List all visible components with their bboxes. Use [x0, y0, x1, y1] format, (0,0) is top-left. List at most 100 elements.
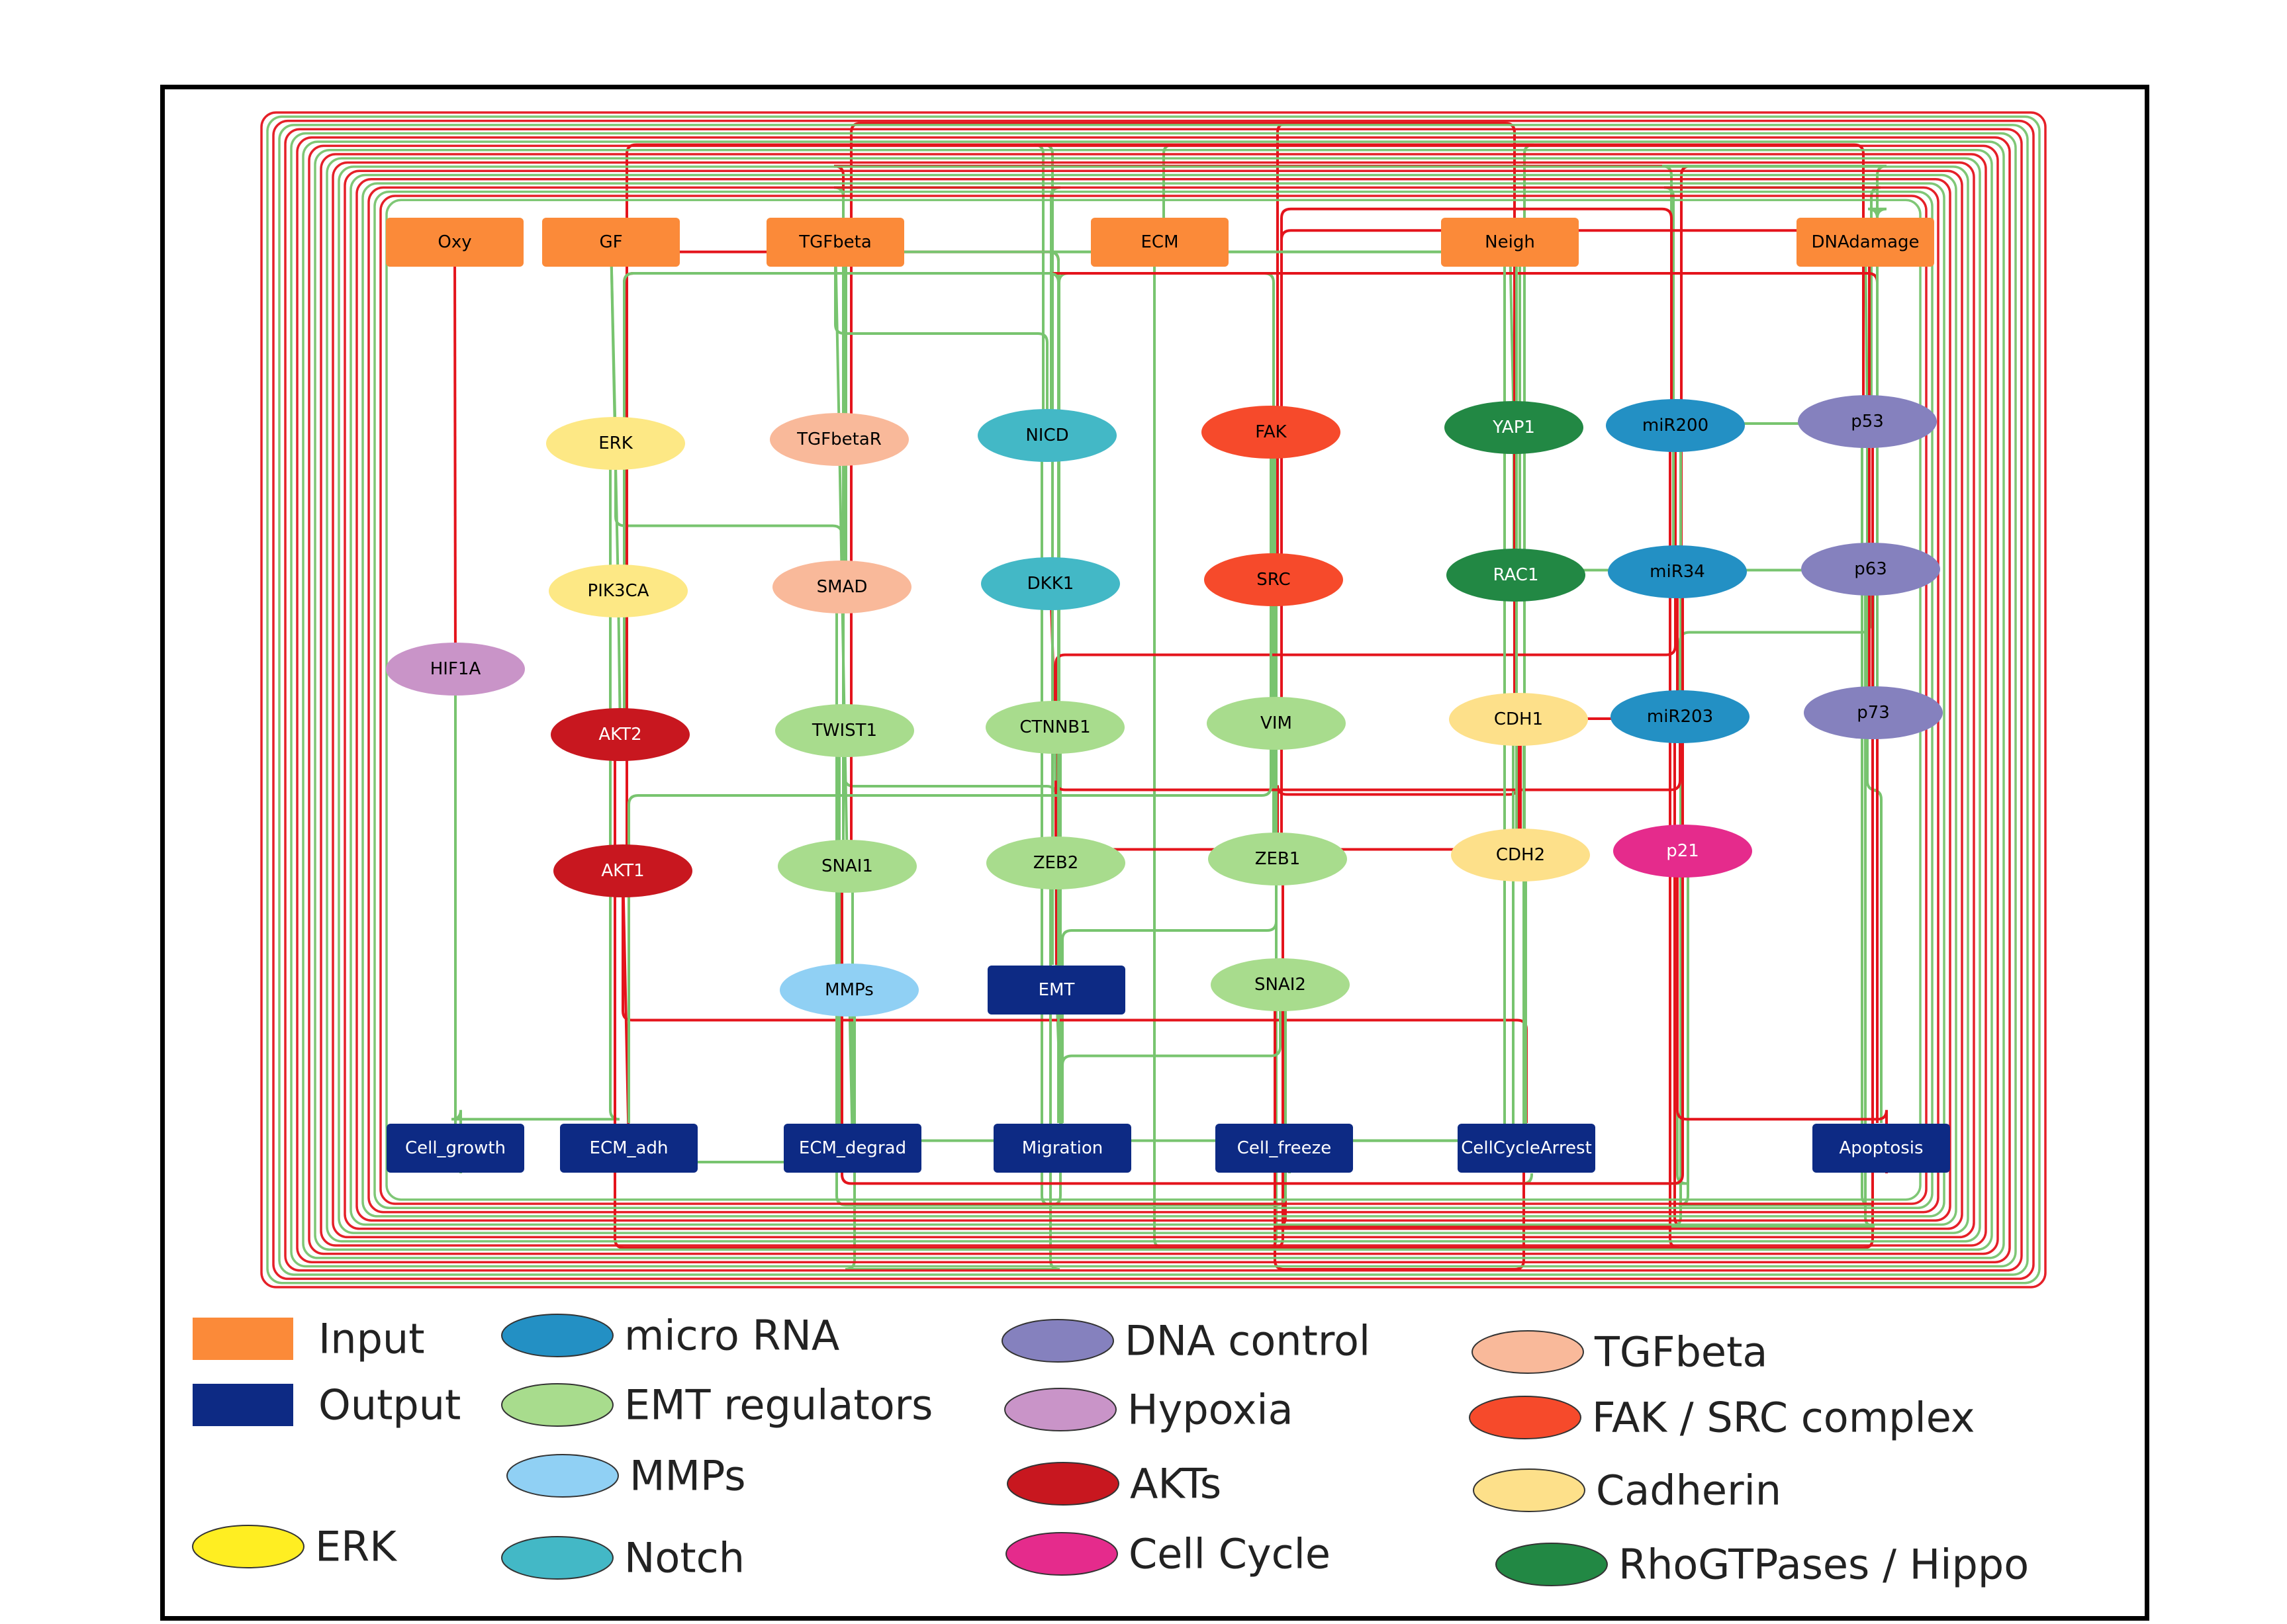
- legend-label: MMPs: [630, 1452, 746, 1500]
- edge-activation: [838, 750, 1527, 1142]
- node-shape: [784, 1124, 921, 1173]
- node-oxy: Oxy: [386, 218, 524, 267]
- edge-activation: [1280, 739, 1523, 1173]
- node-shape: [560, 1124, 698, 1173]
- legend-swatch: [1495, 1543, 1608, 1586]
- edge-bundle: [302, 140, 2005, 1259]
- node-label: SNAI1: [821, 856, 873, 876]
- node-ecm: ECM: [1091, 218, 1229, 267]
- edge-inhibition: [1274, 744, 1525, 1271]
- legend-item: TGFbeta: [1471, 1328, 1767, 1376]
- node-label: ECM_degrad: [799, 1138, 906, 1158]
- legend-item: Cell Cycle: [1005, 1530, 1330, 1578]
- node-shape: [1446, 549, 1585, 602]
- node-shape: [986, 701, 1125, 754]
- legend-item: AKTs: [1007, 1460, 1221, 1508]
- node-tgfbetar: TGFbetaR: [770, 413, 909, 466]
- node-smad: SMAD: [772, 561, 911, 613]
- node-label: HIF1A: [430, 659, 481, 679]
- node-label: miR200: [1642, 416, 1708, 435]
- edges-layer: [260, 111, 2047, 1288]
- node-label: FAK: [1255, 422, 1287, 442]
- legend-item: RhoGTPases / Hippo: [1495, 1541, 2029, 1589]
- legend-label: RhoGTPases / Hippo: [1618, 1541, 2029, 1589]
- node-apoptosis: Apoptosis: [1812, 1124, 1950, 1173]
- node-yap1: YAP1: [1444, 401, 1583, 454]
- edge-bundle: [260, 111, 2047, 1288]
- node-ecm_degrad: ECM_degrad: [784, 1124, 921, 1173]
- edge-activation: [1679, 589, 1872, 692]
- node-label: PIK3CA: [588, 581, 649, 601]
- node-mir203: miR203: [1610, 690, 1750, 743]
- node-shape: [1797, 218, 1934, 267]
- edge-bundle: [326, 157, 1981, 1243]
- edge-bundle: [296, 136, 2011, 1263]
- edge-activation: [1866, 441, 1883, 1123]
- node-pik3ca: PIK3CA: [549, 564, 688, 617]
- node-rac1: RAC1: [1446, 549, 1585, 602]
- node-mir34: miR34: [1608, 545, 1747, 598]
- legend-label: Input: [318, 1315, 425, 1363]
- node-label: p21: [1666, 841, 1699, 861]
- node-label: NICD: [1025, 426, 1068, 445]
- node-label: RAC1: [1493, 565, 1538, 585]
- node-label: CTNNB1: [1019, 717, 1090, 737]
- edge-inhibition: [1280, 229, 1871, 839]
- node-gf: GF: [542, 218, 680, 267]
- legend-swatch: [193, 1384, 293, 1426]
- legend-swatch: [1007, 1462, 1119, 1506]
- node-label: Apoptosis: [1839, 1138, 1923, 1158]
- edge-bundle: [272, 119, 2035, 1281]
- node-shape: [553, 844, 692, 897]
- node-label: DNAdamage: [1812, 232, 1920, 252]
- node-shape: [981, 557, 1120, 610]
- node-shape: [1804, 686, 1943, 739]
- node-shape: [549, 564, 688, 617]
- node-shape: [1449, 693, 1588, 746]
- node-akt2: AKT2: [551, 708, 690, 761]
- edge-bundle: [355, 178, 1951, 1222]
- legend-label: Notch: [624, 1534, 745, 1582]
- node-shape: [386, 218, 524, 267]
- node-cellcyclearrest: CellCycleArrest: [1458, 1124, 1595, 1173]
- node-snai2: SNAI2: [1211, 958, 1350, 1011]
- legend-label: Cell Cycle: [1129, 1530, 1330, 1578]
- node-label: CDH2: [1496, 845, 1545, 865]
- node-shape: [1208, 833, 1347, 885]
- node-p73: p73: [1804, 686, 1943, 739]
- node-cdh2: CDH2: [1451, 829, 1590, 881]
- edge-inhibition: [1280, 207, 1673, 839]
- node-shape: [1444, 401, 1583, 454]
- legend-item: EMT regulators: [501, 1381, 933, 1429]
- node-shape: [387, 1124, 524, 1173]
- diagram-frame: [160, 85, 2149, 1621]
- edge-bundle: [320, 153, 1987, 1247]
- node-zeb1: ZEB1: [1208, 833, 1347, 885]
- node-vim: VIM: [1207, 697, 1346, 750]
- legend-item: MMPs: [506, 1452, 746, 1500]
- node-label: Cell_freeze: [1237, 1138, 1332, 1158]
- node-shape: [1215, 1124, 1353, 1173]
- node-label: Migration: [1022, 1138, 1103, 1158]
- node-label: p53: [1851, 412, 1884, 431]
- node-cdh1: CDH1: [1449, 693, 1588, 746]
- legend-label: Hypoxia: [1127, 1386, 1293, 1434]
- node-hif1a: HIF1A: [386, 643, 525, 696]
- node-shape: [1610, 690, 1750, 743]
- node-p21: p21: [1613, 825, 1752, 878]
- node-ecm_adh: ECM_adh: [560, 1124, 698, 1173]
- edge-bundle: [290, 132, 2017, 1268]
- edge-bundle: [338, 165, 1969, 1234]
- node-shape: [778, 840, 917, 893]
- node-fak: FAK: [1201, 406, 1340, 459]
- legend-swatch: [1005, 1532, 1118, 1576]
- node-shape: [1451, 829, 1590, 881]
- node-shape: [1207, 697, 1346, 750]
- legend-item: Cadherin: [1473, 1466, 1781, 1515]
- node-shape: [767, 218, 904, 267]
- edge-activation: [1061, 743, 1278, 1123]
- node-migration: Migration: [994, 1124, 1131, 1173]
- edge-inhibition: [1054, 445, 1677, 838]
- node-p63: p63: [1801, 543, 1940, 596]
